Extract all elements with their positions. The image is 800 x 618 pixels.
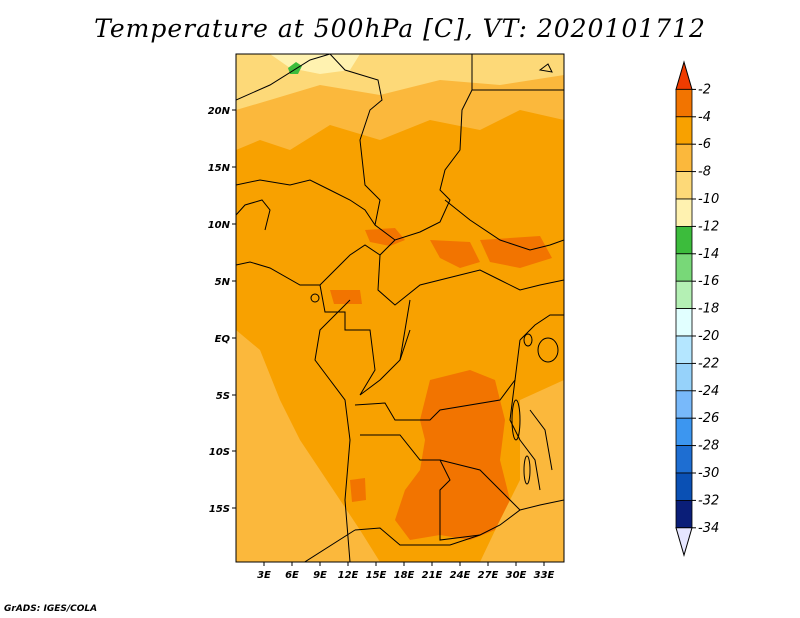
lat-label: 15S: [209, 504, 230, 515]
longitude-axis: 3E 6E 9E 12E 15E 18E 21E 24E 27E 30E 33E: [257, 562, 555, 581]
map-frame: [235, 53, 565, 563]
region-warm-sw: [350, 478, 366, 502]
region-warm-south: [395, 370, 510, 540]
lon-label: 24E: [450, 570, 471, 581]
grads-credit: GrADS: IGES/COLA: [4, 604, 98, 614]
region-cool-east: [480, 380, 564, 562]
lon-label: 12E: [338, 570, 359, 581]
colorbar-label: -4: [698, 110, 711, 125]
colorbar-label: -18: [698, 302, 719, 317]
lat-label: 10S: [209, 447, 230, 458]
colorbar-top-arrow: [675, 60, 693, 90]
colorbar: -2 -4 -6 -8 -10 -12 -14 -16 -18 -20 -22 -24 -26 -28 -3…: [675, 60, 719, 557]
colorbar-label: -8: [698, 165, 711, 180]
lon-label: 33E: [534, 570, 555, 581]
colorbar-label: -26: [698, 411, 719, 426]
colorbar-label: -2: [698, 82, 711, 97]
lon-label: 6E: [285, 570, 299, 581]
colorbar-swatch: [675, 445, 693, 474]
colorbar-swatch: [675, 417, 693, 447]
colorbar-label: -6: [698, 137, 711, 152]
lat-label: 10N: [208, 220, 231, 231]
region-cool-west: [236, 330, 380, 562]
colorbar-swatch: [675, 362, 693, 392]
lon-label: 3E: [257, 570, 271, 581]
lakes: [310, 63, 559, 485]
colorbar-swatch: [675, 171, 693, 200]
region-warm-north-2: [430, 240, 480, 268]
colorbar-label: -30: [698, 466, 719, 481]
colorbar-swatch: [675, 116, 693, 145]
colorbar-label: -16: [698, 274, 719, 289]
colorbar-label: -34: [698, 521, 719, 536]
lat-label: EQ: [215, 334, 231, 345]
lon-label: 21E: [422, 570, 443, 581]
region-coldest-north: [270, 54, 360, 74]
colorbar-label: -10: [698, 192, 719, 207]
colorbar-label: -22: [698, 356, 719, 371]
country-borders: [236, 54, 564, 562]
colorbar-swatch: [675, 143, 693, 172]
colorbar-label: -12: [698, 219, 719, 234]
temperature-map: [236, 54, 564, 562]
colorbar-swatch: [675, 499, 693, 529]
map-title: Temperature at 500hPa [C], VT: 202010171…: [94, 14, 706, 43]
colorbar-swatch: [675, 390, 693, 419]
colorbar-bottom-arrow: [675, 527, 693, 557]
colorbar-swatch: [675, 198, 693, 227]
lat-label: 5N: [215, 277, 231, 288]
latitude-axis: 20N 15N 10N 5N EQ 5S 10S 15S: [208, 106, 236, 515]
lon-label: 15E: [366, 570, 387, 581]
lon-label: 30E: [506, 570, 527, 581]
colorbar-label: -20: [698, 329, 719, 344]
colorbar-swatch: [675, 335, 693, 364]
colorbar-label: -14: [698, 247, 719, 262]
lat-label: 15N: [208, 163, 231, 174]
colorbar-label: -28: [698, 439, 719, 454]
lat-label: 5S: [216, 391, 230, 402]
colorbar-swatch: [675, 280, 693, 310]
region-warm-west: [330, 290, 362, 304]
colorbar-label: -32: [698, 493, 719, 508]
region-warm-north-3: [480, 236, 552, 268]
colorbar-swatch: [675, 89, 693, 118]
colorbar-swatch: [675, 225, 693, 255]
lat-label: 20N: [208, 106, 231, 117]
colorbar-swatch: [675, 253, 693, 282]
lon-label: 27E: [478, 570, 499, 581]
lon-label: 9E: [313, 570, 327, 581]
lon-label: 18E: [394, 570, 415, 581]
colorbar-swatch: [675, 308, 693, 337]
colorbar-label: -24: [698, 384, 719, 399]
region-warm-north-1: [365, 228, 405, 246]
colorbar-swatch: [675, 472, 693, 501]
